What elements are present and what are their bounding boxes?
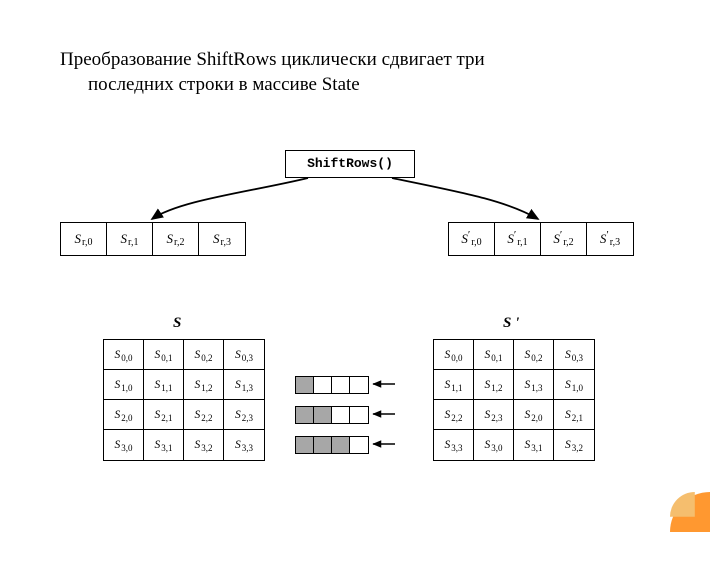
state-cell: S3,0 <box>474 430 514 460</box>
shift-cell <box>314 377 332 393</box>
state-cell: S1,0 <box>554 370 594 400</box>
state-cell: S3,0 <box>104 430 144 460</box>
shift-cell <box>350 437 368 453</box>
input-cell: Sr,1 <box>107 223 153 255</box>
state-cell: S0,0 <box>434 340 474 370</box>
input-cell: Sr,0 <box>61 223 107 255</box>
state-cell: S1,3 <box>514 370 554 400</box>
input-cell: Sr,2 <box>153 223 199 255</box>
state-cell: S1,1 <box>434 370 474 400</box>
state-cell: S0,0 <box>104 340 144 370</box>
shift-cell <box>332 437 350 453</box>
heading-line1: Преобразование ShiftRows циклически сдви… <box>60 49 485 70</box>
shiftrows-grid-diagram: S S ' S0,0S0,1S0,2S0,3S1,0S1,1S1,2S1,3S2… <box>95 315 625 500</box>
state-cell: S3,2 <box>554 430 594 460</box>
state-cell: S1,3 <box>224 370 264 400</box>
state-cell: S1,2 <box>474 370 514 400</box>
state-cell: S3,3 <box>224 430 264 460</box>
state-cell: S2,3 <box>474 400 514 430</box>
state-cell: S2,2 <box>184 400 224 430</box>
state-cell: S3,3 <box>434 430 474 460</box>
state-cell: S0,2 <box>184 340 224 370</box>
state-cell: S2,2 <box>434 400 474 430</box>
state-grid-right: S0,0S0,1S0,2S0,3 S1,1S1,2S1,3S1,0 S2,2S2,3… <box>433 339 595 461</box>
output-cell: S′r,2 <box>541 223 587 255</box>
state-cell: S0,3 <box>224 340 264 370</box>
shift-cell <box>296 437 314 453</box>
shift-strip-2 <box>295 406 369 424</box>
state-grid-left: S0,0S0,1S0,2S0,3 S1,0S1,1S1,2S1,3 S2,0S2,1… <box>103 339 265 461</box>
state-cell: S3,1 <box>514 430 554 460</box>
input-row: Sr,0 Sr,1 Sr,2 Sr,3 <box>60 222 246 256</box>
grid-title-left: S <box>173 315 181 332</box>
state-cell: S1,1 <box>144 370 184 400</box>
output-row: S′r,0 S′r,1 S′r,2 S′r,3 <box>448 222 634 256</box>
state-cell: S2,0 <box>514 400 554 430</box>
corner-decoration <box>670 492 710 532</box>
state-cell: S1,2 <box>184 370 224 400</box>
state-cell: S0,1 <box>474 340 514 370</box>
shiftrows-function-box: ShiftRows() <box>285 150 415 178</box>
state-cell: S0,1 <box>144 340 184 370</box>
state-cell: S2,0 <box>104 400 144 430</box>
state-cell: S2,3 <box>224 400 264 430</box>
state-cell: S1,0 <box>104 370 144 400</box>
state-cell: S3,1 <box>144 430 184 460</box>
state-cell: S2,1 <box>554 400 594 430</box>
slide-heading: Преобразование ShiftRows циклически сдви… <box>60 48 600 97</box>
shift-cell <box>314 437 332 453</box>
output-cell: S′r,3 <box>587 223 633 255</box>
state-cell: S0,2 <box>514 340 554 370</box>
shift-cell <box>350 407 368 423</box>
shiftrows-top-diagram: ShiftRows() Sr,0 Sr,1 Sr,2 Sr,3 S′r,0 S′… <box>60 150 650 270</box>
grid-title-right: S ' <box>503 315 519 332</box>
shift-cell <box>350 377 368 393</box>
state-cell: S3,2 <box>184 430 224 460</box>
shift-cell <box>314 407 332 423</box>
shift-cell <box>332 377 350 393</box>
shift-cell <box>296 407 314 423</box>
shift-cell <box>332 407 350 423</box>
shift-strip-3 <box>295 436 369 454</box>
state-cell: S0,3 <box>554 340 594 370</box>
shift-cell <box>296 377 314 393</box>
heading-line2: последних строки в массиве State <box>60 73 600 98</box>
output-cell: S′r,1 <box>495 223 541 255</box>
shift-strip-1 <box>295 376 369 394</box>
input-cell: Sr,3 <box>199 223 245 255</box>
state-cell: S2,1 <box>144 400 184 430</box>
output-cell: S′r,0 <box>449 223 495 255</box>
